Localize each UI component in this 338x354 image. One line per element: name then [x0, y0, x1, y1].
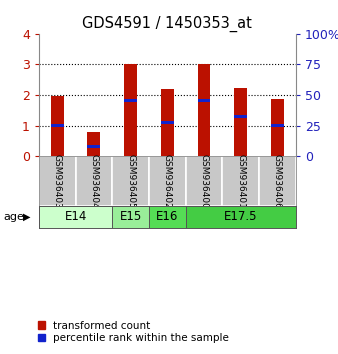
Bar [234, 88, 247, 156]
Bar [161, 90, 174, 156]
Text: ▶: ▶ [23, 212, 30, 222]
Bar [161, 121, 174, 124]
Bar [112, 156, 149, 206]
Bar [186, 156, 222, 206]
Text: E17.5: E17.5 [224, 210, 258, 223]
Bar [76, 156, 112, 206]
Bar [271, 99, 284, 156]
Text: E16: E16 [156, 210, 178, 223]
Text: age: age [3, 212, 24, 222]
Bar [124, 99, 137, 102]
Bar [88, 145, 100, 148]
Bar [39, 206, 112, 228]
Bar [149, 156, 186, 206]
Bar [51, 96, 64, 156]
Text: GSM936400: GSM936400 [199, 154, 209, 209]
Bar [198, 99, 211, 102]
Bar [271, 124, 284, 127]
Text: GSM936403: GSM936403 [53, 154, 62, 209]
Text: GSM936402: GSM936402 [163, 154, 172, 209]
Text: GSM936404: GSM936404 [90, 154, 98, 209]
Bar [198, 64, 211, 156]
Legend: transformed count, percentile rank within the sample: transformed count, percentile rank withi… [35, 319, 231, 345]
Text: E15: E15 [120, 210, 142, 223]
Bar [112, 206, 149, 228]
Bar [88, 132, 100, 156]
Bar [51, 124, 64, 127]
Title: GDS4591 / 1450353_at: GDS4591 / 1450353_at [82, 16, 252, 32]
Bar [222, 156, 259, 206]
Bar [186, 206, 296, 228]
Bar [39, 156, 76, 206]
Bar [124, 64, 137, 156]
Text: GSM936405: GSM936405 [126, 154, 135, 209]
Bar [149, 206, 186, 228]
Bar [234, 115, 247, 118]
Bar [259, 156, 296, 206]
Text: E14: E14 [64, 210, 87, 223]
Text: GSM936401: GSM936401 [236, 154, 245, 209]
Text: GSM936406: GSM936406 [273, 154, 282, 209]
